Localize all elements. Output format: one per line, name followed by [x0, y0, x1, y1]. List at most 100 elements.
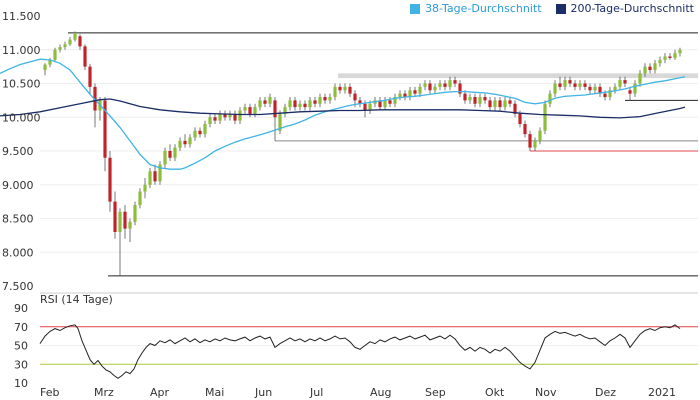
- candle-body: [588, 86, 592, 91]
- candle-body: [153, 171, 157, 182]
- moving-average-layer: [0, 58, 686, 170]
- candle-body: [78, 36, 82, 47]
- legend-label-38: 38-Tage-Durchschnitt: [425, 2, 542, 15]
- x-tick-label: Okt: [485, 386, 505, 399]
- legend-swatch-38: [410, 3, 421, 14]
- candle-body: [563, 80, 567, 87]
- price-tick-label: 8.500: [2, 213, 34, 226]
- candle-body: [493, 100, 497, 108]
- candle-body: [673, 53, 677, 58]
- candle-body: [43, 64, 47, 70]
- candle-body: [628, 90, 632, 94]
- candle-body: [648, 66, 652, 70]
- rsi-title: RSI (14 Tage): [40, 293, 113, 306]
- candle-body: [168, 151, 172, 158]
- candle-body: [368, 103, 372, 111]
- candle-body: [473, 97, 477, 104]
- x-tick-label: Mai: [205, 386, 224, 399]
- candle-body: [248, 107, 252, 114]
- candle-body: [48, 59, 52, 65]
- candle-body: [478, 97, 482, 104]
- x-tick-label: 2021: [648, 386, 676, 399]
- candle-body: [253, 107, 257, 114]
- candle-body: [298, 103, 302, 108]
- candle-body: [108, 157, 112, 202]
- candle-body: [448, 80, 452, 87]
- candle-body: [503, 100, 507, 108]
- candle-body: [293, 100, 297, 108]
- x-tick-label: Jun: [254, 386, 272, 399]
- candle-body: [73, 32, 77, 40]
- candle-body: [283, 107, 287, 114]
- rsi-tick-label: 10: [14, 377, 28, 390]
- candle-layer: [43, 31, 682, 276]
- candle-body: [188, 137, 192, 145]
- candle-body: [668, 56, 672, 58]
- candle-body: [513, 103, 517, 114]
- rsi-line: [39, 324, 681, 379]
- candle-body: [333, 86, 337, 97]
- candle-body: [603, 93, 607, 97]
- chart-legend: 38-Tage-Durchschnitt 200-Tage-Durchschni…: [410, 2, 694, 15]
- ma38-line: [0, 58, 686, 170]
- candle-body: [63, 44, 67, 48]
- candle-body: [328, 97, 332, 101]
- candle-body: [173, 147, 177, 158]
- candle-body: [533, 140, 537, 148]
- x-tick-label: Jul: [309, 386, 323, 399]
- x-tick-label: Sep: [425, 386, 446, 399]
- candle-body: [178, 140, 182, 148]
- candle-body: [263, 100, 267, 104]
- candle-body: [278, 113, 282, 131]
- x-tick-label: Aug: [370, 386, 391, 399]
- price-tick-label: 11.500: [2, 10, 41, 23]
- candle-body: [118, 211, 122, 232]
- price-tick-label: 10.000: [2, 111, 41, 124]
- candle-body: [623, 80, 627, 84]
- candle-body: [458, 83, 462, 94]
- rsi-tick-label: 90: [14, 302, 28, 315]
- candle-body: [643, 66, 647, 74]
- candle-body: [558, 83, 562, 87]
- candle-body: [258, 100, 262, 108]
- x-tick-label: Feb: [40, 386, 59, 399]
- candle-body: [528, 134, 532, 148]
- candle-body: [438, 83, 442, 87]
- candle-body: [183, 140, 187, 145]
- candle-body: [468, 97, 472, 101]
- x-tick-label: Nov: [535, 386, 557, 399]
- candle-body: [313, 100, 317, 104]
- candle-body: [133, 205, 137, 222]
- candle-body: [508, 100, 512, 104]
- candle-body: [198, 130, 202, 135]
- legend-item-38: 38-Tage-Durchschnitt: [410, 2, 542, 15]
- candle-body: [598, 86, 602, 94]
- candle-body: [618, 80, 622, 87]
- candle-body: [498, 100, 502, 108]
- legend-swatch-200: [555, 3, 566, 14]
- candle-body: [193, 130, 197, 138]
- candle-body: [553, 83, 557, 94]
- candle-body: [613, 86, 617, 91]
- candle-body: [453, 80, 457, 84]
- candle-body: [53, 49, 57, 60]
- rsi-panel: RSI (14 Tage) 90 70 50 30 10: [14, 293, 698, 390]
- candle-body: [543, 103, 547, 131]
- time-axis: Feb Mrz Apr Mai Jun Jul Aug Sep Okt Nov Dez 2021: [40, 386, 676, 399]
- candle-body: [363, 103, 367, 111]
- ma200-line: [0, 98, 686, 119]
- candle-body: [223, 113, 227, 118]
- candle-body: [218, 113, 222, 121]
- candle-body: [123, 211, 127, 229]
- candle-body: [103, 100, 107, 158]
- candle-body: [318, 97, 322, 104]
- candle-body: [583, 83, 587, 87]
- candle-body: [308, 100, 312, 108]
- candle-body: [483, 97, 487, 101]
- candle-body: [303, 103, 307, 108]
- candle-body: [443, 83, 447, 87]
- candle-body: [323, 97, 327, 101]
- annotation-layer: [68, 32, 698, 277]
- candle-body: [393, 97, 397, 104]
